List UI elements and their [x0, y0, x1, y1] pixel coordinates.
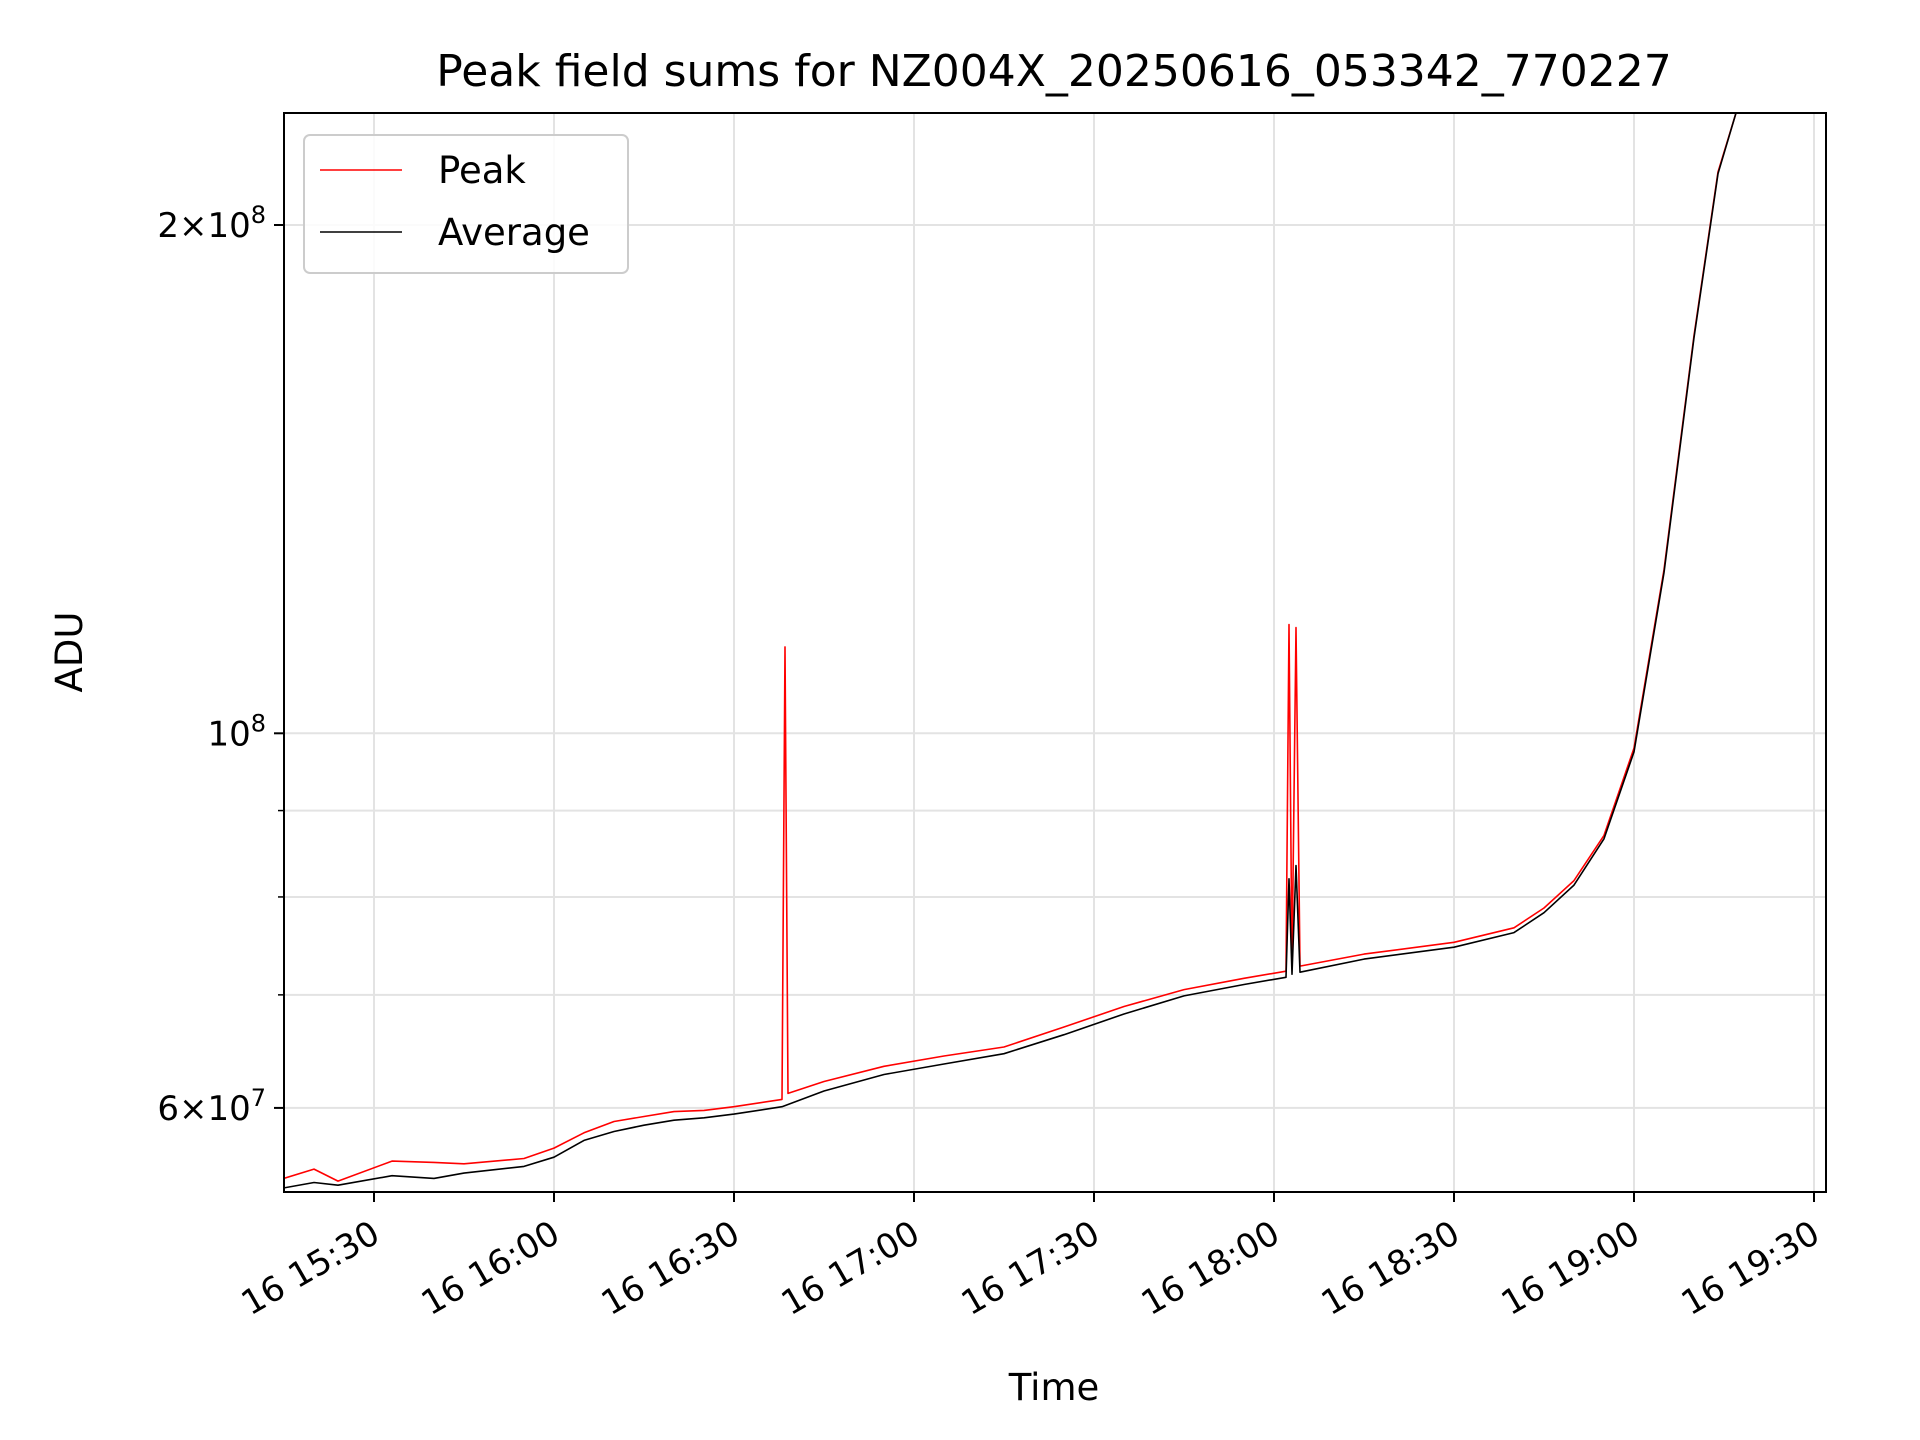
x-axis-label: Time — [1008, 1366, 1100, 1409]
series-line-average — [284, 113, 1737, 1189]
y-tick-label: 108 — [207, 709, 266, 754]
y-axis-label: ADU — [48, 612, 91, 693]
series-line-peak — [284, 113, 1737, 1182]
grid — [284, 113, 1826, 1192]
chart-title: Peak field sums for NZ004X_20250616_0533… — [436, 46, 1672, 97]
plot-frame — [283, 112, 1827, 1193]
legend-label-average: Average — [438, 211, 590, 254]
y-tick-label: 6×107 — [157, 1084, 266, 1129]
plot-series — [284, 113, 1737, 1189]
y-tick-label: 2×108 — [157, 201, 266, 246]
y-axis: 2×108 108 6×107 — [157, 201, 284, 1129]
legend-label-peak: Peak — [438, 149, 526, 192]
legend: Peak Average — [303, 134, 629, 274]
